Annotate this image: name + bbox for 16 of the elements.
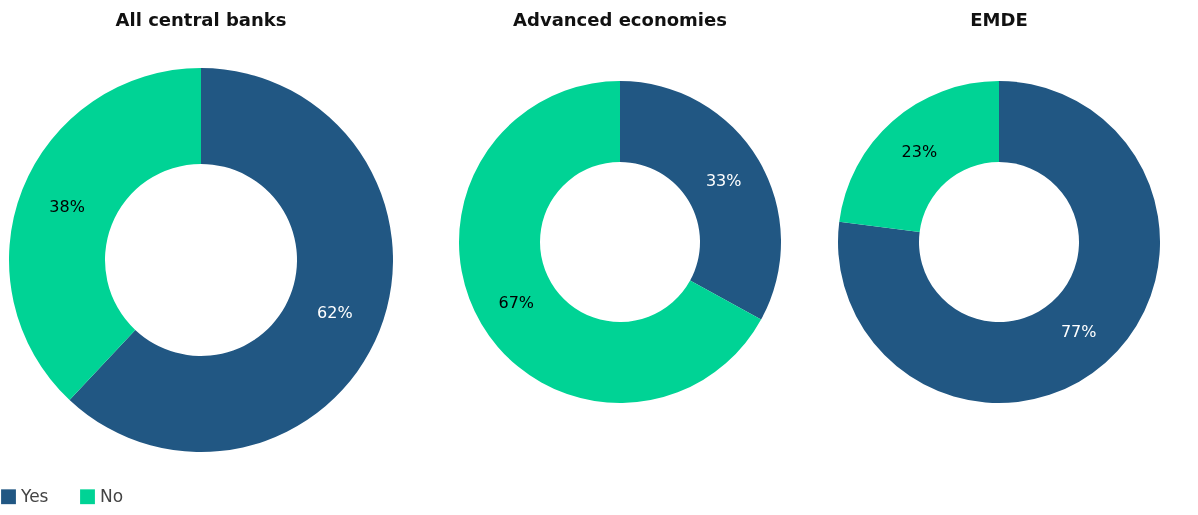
data-label: 38% — [49, 196, 85, 216]
donut-slice — [839, 81, 999, 232]
legend-label: Yes — [20, 485, 49, 506]
donut-slice — [459, 81, 762, 403]
donut-slice — [9, 68, 201, 400]
legend-label: No — [100, 485, 124, 506]
data-label: 77% — [1060, 322, 1097, 342]
chart-title: All central banks — [115, 9, 287, 30]
data-label: 62% — [317, 303, 353, 323]
chart-title: EMDE — [970, 9, 1028, 30]
data-label: 67% — [498, 293, 535, 313]
data-label: 33% — [705, 170, 742, 190]
donut-slice — [620, 81, 781, 320]
chart-title: Advanced economies — [513, 9, 727, 30]
data-label: 23% — [901, 141, 938, 161]
donut-slice — [838, 81, 1160, 403]
